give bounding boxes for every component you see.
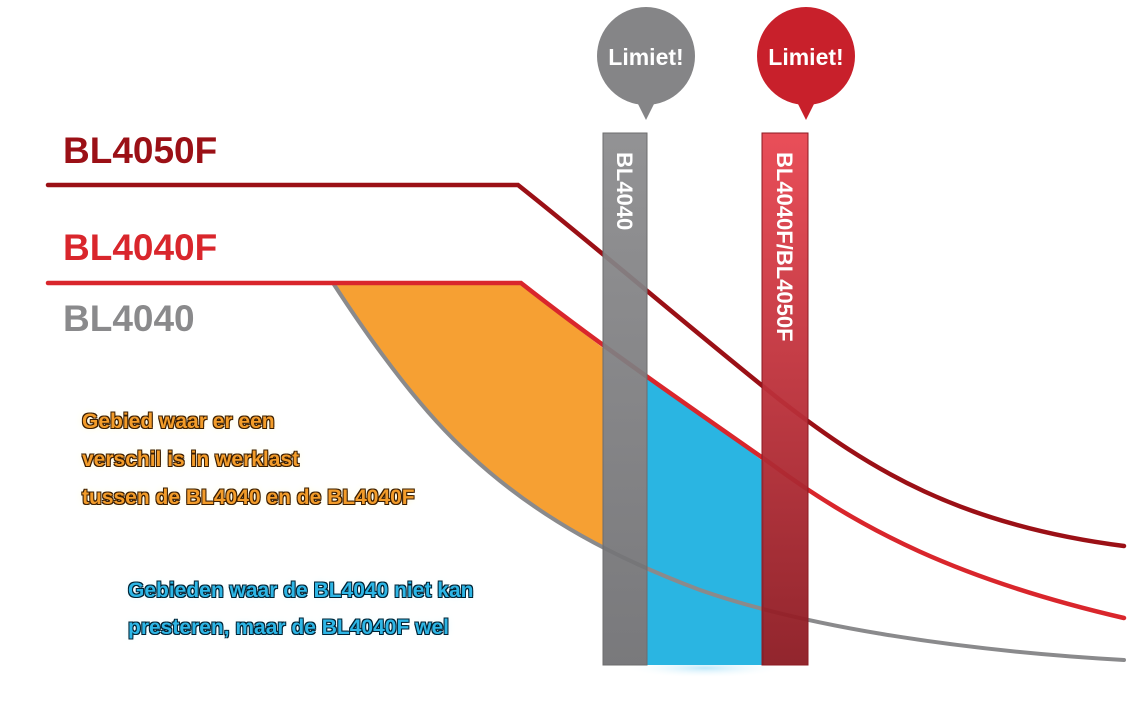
limit-callout-red: Limiet! [757, 7, 855, 120]
blue-annotation-line-1: Gebieden waar de BL4040 niet kan [128, 579, 474, 602]
series-label-bl4040: BL4040 [63, 298, 195, 339]
blue-annotation-line-2: presteren, maar de BL4040F wel [128, 616, 449, 639]
orange-annotation-line-3: tussen de BL4040 en de BL4040F [82, 486, 415, 509]
orange-annotation-line-2: verschil is in werklast [82, 448, 300, 471]
series-label-bl4050f: BL4050F [63, 130, 217, 171]
limit-bar-bl4040: BL4040 [602, 132, 648, 666]
orange-region [333, 283, 603, 548]
blue-region-annotation: Gebieden waar de BL4040 niet kan prester… [128, 572, 473, 646]
orange-region-annotation: Gebied waar er een verschil is in werkla… [82, 403, 415, 517]
limit-callout-text-grey: Limiet! [608, 44, 683, 70]
series-label-bl4040f: BL4040F [63, 227, 217, 268]
limit-bar-bl4040f-bl4050f: BL4040F/BL4050F [761, 132, 809, 666]
blue-region [647, 378, 764, 665]
limit-bar-label-bl4040f-bl4050f: BL4040F/BL4050F [772, 152, 797, 342]
limit-bar-label-bl4040: BL4040 [612, 152, 637, 230]
limit-callout-text-red: Limiet! [768, 44, 843, 70]
orange-annotation-line-1: Gebied waar er een [82, 410, 275, 433]
limit-callout-grey: Limiet! [597, 7, 695, 120]
